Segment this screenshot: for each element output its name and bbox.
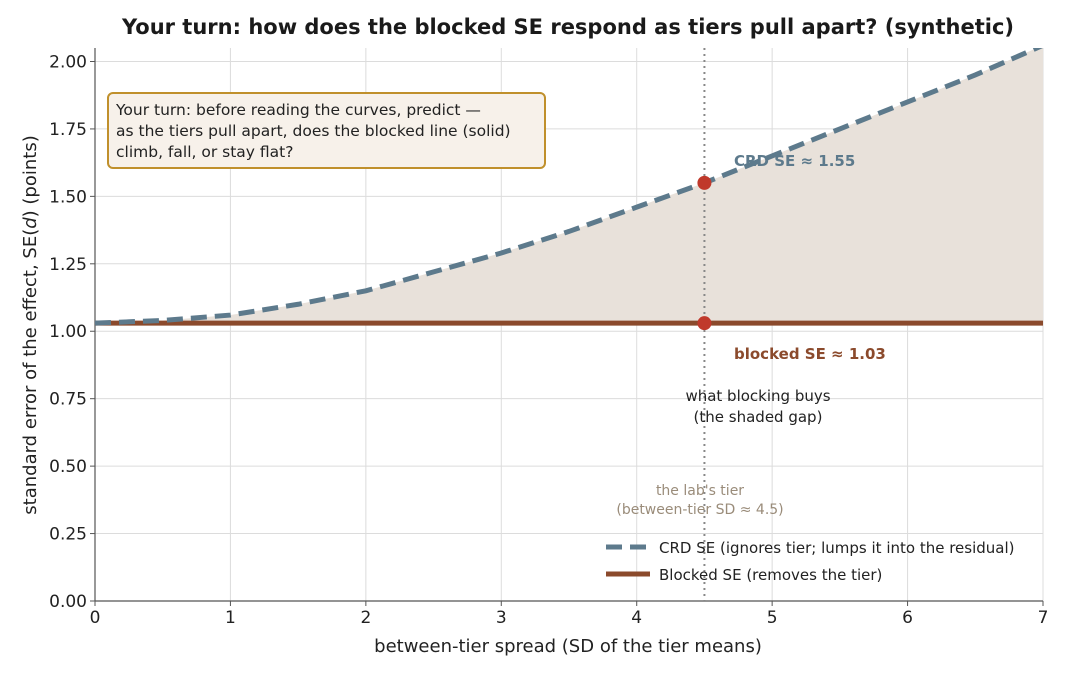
y-tick-label: 1.00 xyxy=(49,322,87,342)
callout-line-1: Your turn: before reading the curves, pr… xyxy=(115,101,481,119)
annotation-gap-line-1: what blocking buys xyxy=(685,387,830,405)
callout-box: Your turn: before reading the curves, pr… xyxy=(107,92,546,169)
x-tick-label: 7 xyxy=(1038,608,1049,628)
annotation-tier-line-2: (between-tier SD ≈ 4.5) xyxy=(616,502,783,518)
y-tick-label: 0.75 xyxy=(49,390,87,410)
y-axis-label-var: d xyxy=(20,217,41,229)
x-tick-label: 0 xyxy=(90,608,101,628)
x-tick-label: 3 xyxy=(496,608,507,628)
x-tick-label: 4 xyxy=(631,608,642,628)
y-tick-label: 1.75 xyxy=(49,120,87,140)
x-tick-label: 2 xyxy=(360,608,371,628)
y-tick-label: 1.25 xyxy=(49,255,87,275)
x-tick-label: 6 xyxy=(902,608,913,628)
y-tick-label: 0.00 xyxy=(49,592,87,612)
y-tick-label: 0.25 xyxy=(49,525,87,545)
legend-label-crd-se: CRD SE (ignores tier; lumps it into the … xyxy=(659,539,1015,557)
shaded-gap xyxy=(95,48,1043,324)
annotation-tier-line-1: the lab's tier xyxy=(656,483,744,499)
legend-label-blocked-se: Blocked SE (removes the tier) xyxy=(659,566,882,584)
annotation-blocked-se: blocked SE ≈ 1.03 xyxy=(734,345,886,363)
y-axis-label-suffix: ) (points) xyxy=(20,135,41,217)
y-tick-label: 1.50 xyxy=(49,187,87,207)
annotation-crd-se: CRD SE ≈ 1.55 xyxy=(734,152,855,170)
tick-labels: 0 1 2 3 4 5 6 7 0.00 0.25 0.50 0.75 1.00 1.25 1.50 1.75… xyxy=(49,52,1048,628)
legend: CRD SE (ignores tier; lumps it into the … xyxy=(606,539,1015,584)
marker-blocked-se xyxy=(697,316,712,331)
annotation-gap-line-2: (the shaded gap) xyxy=(694,408,823,426)
x-tick-label: 1 xyxy=(225,608,236,628)
y-axis-label-prefix: standard error of the effect, xyxy=(20,259,41,515)
callout-frame xyxy=(107,92,546,169)
series-line-crd-se xyxy=(95,48,1043,326)
callout-line-3: climb, fall, or stay flat? xyxy=(116,143,293,161)
y-axis-label-func: SE( xyxy=(20,229,41,259)
x-axis-label: between-tier spread (SD of the tier mean… xyxy=(374,636,762,657)
x-tick-label: 5 xyxy=(767,608,778,628)
y-axis-label: standard error of the effect, SE(d) (poi… xyxy=(20,135,41,514)
y-tick-label: 0.50 xyxy=(49,457,87,477)
marker-crd-se xyxy=(697,175,712,190)
y-tick-label: 2.00 xyxy=(49,52,87,72)
callout-line-2: as the tiers pull apart, does the blocke… xyxy=(116,122,511,140)
chart-title: Your turn: how does the blocked SE respo… xyxy=(121,15,1014,39)
